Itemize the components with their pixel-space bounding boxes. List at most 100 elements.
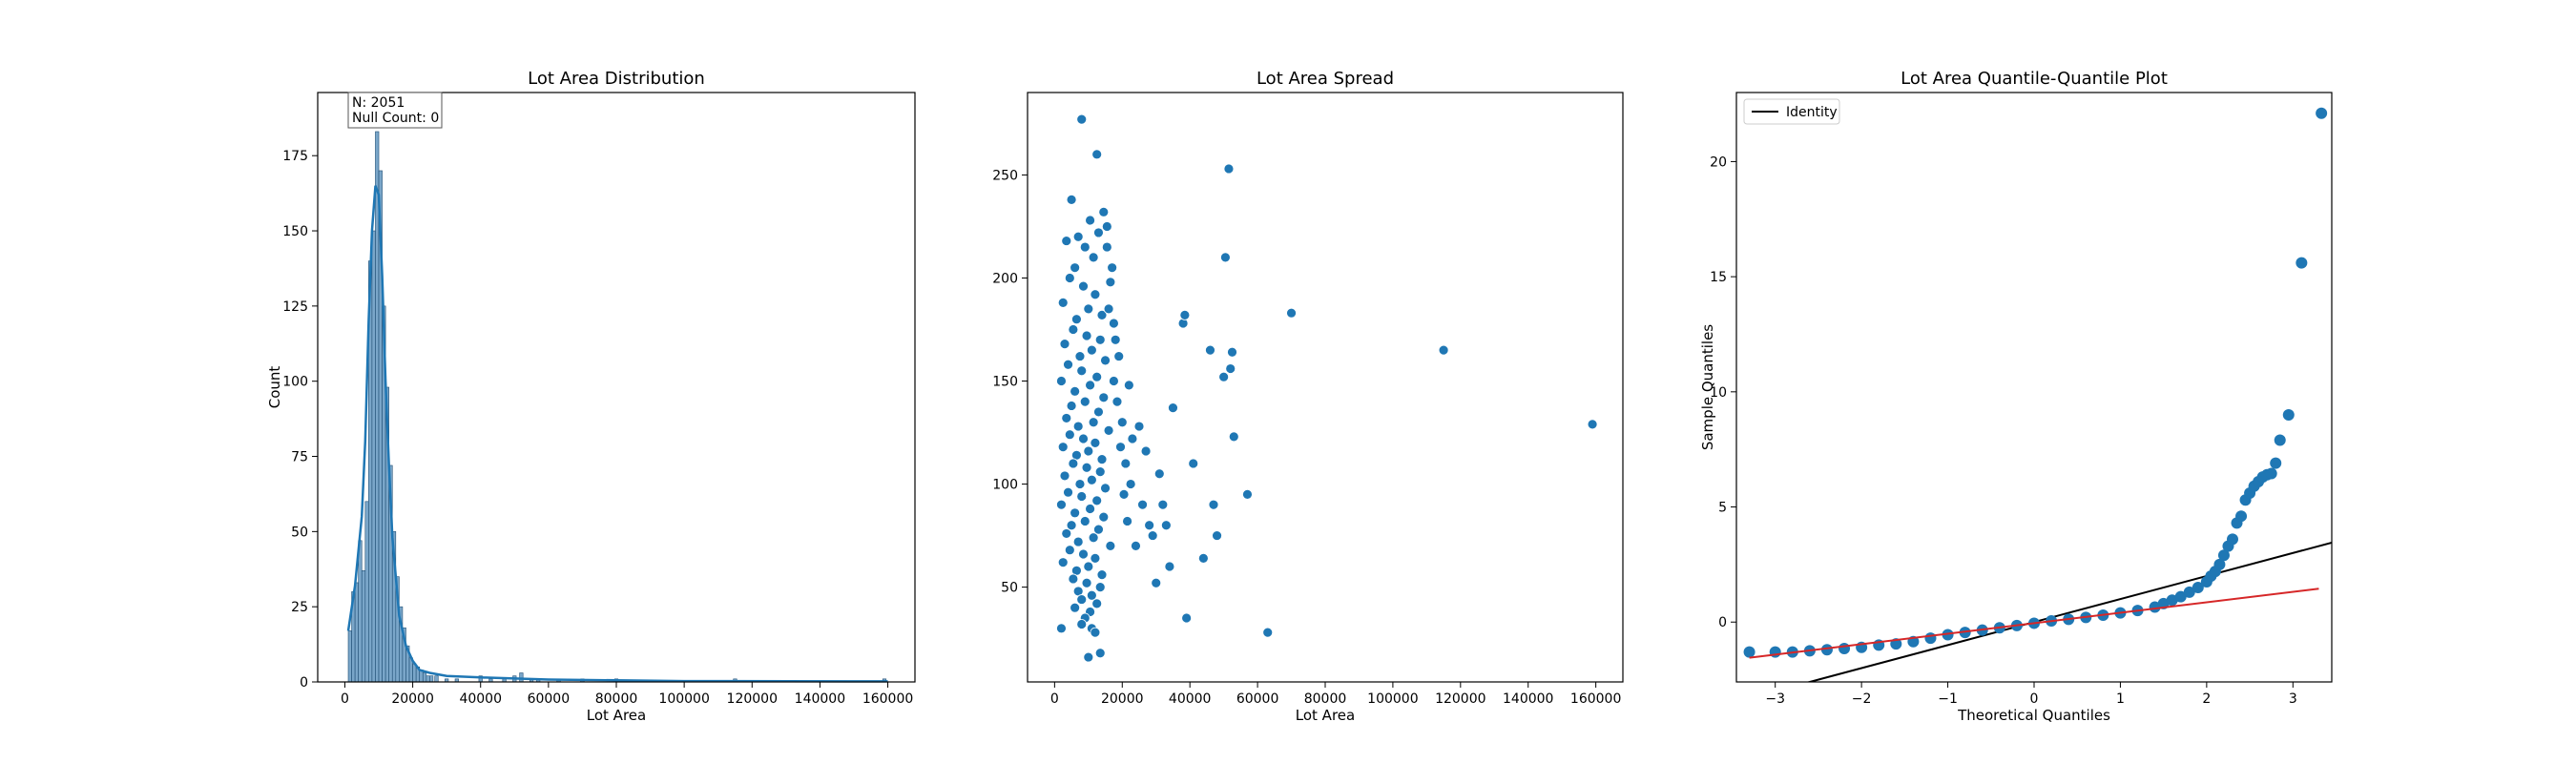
x-tick-label: 120000 (727, 691, 778, 707)
qq-y-label: Sample Quantiles (1699, 324, 1716, 450)
spread-points (1056, 113, 1598, 663)
spread-point (1088, 532, 1099, 544)
spread-point (1083, 303, 1094, 315)
spread-point (1078, 548, 1089, 560)
spread-point (1056, 376, 1067, 386)
x-tick-label: 0 (1050, 691, 1059, 707)
spread-point (1070, 262, 1081, 274)
spread-point (1123, 380, 1134, 391)
spread-point (1093, 524, 1104, 535)
x-tick-label: 0 (2030, 691, 2039, 707)
y-tick-label: 25 (291, 600, 308, 615)
spread-point (1088, 252, 1099, 263)
spread-point (1076, 365, 1088, 377)
spread-x-ticks: 0 20000 40000 60000 80000 100000 120000 140000 1… (1050, 682, 1621, 707)
y-tick-label: 0 (300, 675, 308, 691)
x-tick-label: 160000 (862, 691, 913, 707)
annotation-count: N: 2051 (352, 95, 405, 111)
spread-point (1061, 413, 1072, 423)
spread-point (1090, 289, 1101, 300)
spread-point (1064, 545, 1075, 556)
histogram-bar (519, 672, 524, 683)
histogram-bar (434, 675, 439, 683)
spread-point (1118, 488, 1130, 500)
spread-point (1056, 499, 1067, 510)
qq-point (2282, 408, 2295, 421)
spread-point (1091, 149, 1103, 160)
spread-point (1147, 530, 1158, 541)
spread-point (1072, 421, 1084, 432)
qq-point (2265, 467, 2277, 480)
spread-point (1218, 371, 1230, 382)
histogram-bar (422, 672, 427, 683)
spread-point (1079, 241, 1091, 253)
spread-point (1164, 561, 1175, 572)
y-tick-label: 10 (1710, 385, 1727, 401)
spread-point (1438, 344, 1449, 356)
spread-point (1220, 252, 1231, 263)
spread-point (1208, 499, 1219, 510)
y-tick-label: 50 (291, 525, 308, 540)
spread-point (1094, 466, 1106, 477)
spread-point (1151, 577, 1162, 588)
y-tick-label: 100 (282, 375, 308, 390)
y-tick-label: 15 (1710, 270, 1727, 285)
x-tick-label: 80000 (595, 691, 638, 707)
spread-point (1059, 470, 1070, 482)
spread-panel: Lot Area Spread 0 20000 40000 60000 80000 100… (992, 69, 1624, 724)
qq-points (1743, 107, 2328, 658)
y-tick-label: 250 (992, 168, 1018, 183)
spread-point (1125, 479, 1136, 489)
spread-point (1133, 421, 1145, 432)
spread-point (1056, 623, 1067, 634)
qq-frame (1735, 92, 2333, 683)
spread-point (1085, 504, 1095, 514)
spread-point (1262, 627, 1274, 638)
legend-identity-label: Identity (1786, 105, 1838, 120)
qq-point (2183, 586, 2195, 598)
x-tick-label: 0 (341, 691, 349, 707)
spread-point (1096, 309, 1108, 320)
spread-point (1168, 402, 1178, 414)
histogram-kde-line (346, 185, 888, 683)
spread-point (1197, 552, 1209, 564)
histogram-bar (354, 582, 359, 683)
spread-point (1157, 499, 1169, 510)
qq-fit-line (1749, 588, 2319, 659)
histogram-bar (358, 540, 363, 683)
spread-point (1061, 528, 1072, 539)
qq-point (2174, 590, 2187, 603)
histogram-y-ticks: 0 25 50 75 100 125 150 175 (282, 149, 318, 691)
x-tick-label: 60000 (528, 691, 571, 707)
spread-point (1096, 569, 1108, 581)
spread-point (1587, 419, 1598, 430)
spread-point (1090, 627, 1101, 638)
spread-point (1063, 359, 1073, 370)
spread-point (1098, 206, 1110, 217)
histogram-bar (426, 675, 430, 683)
spread-point (1081, 577, 1092, 588)
spread-point (1100, 355, 1111, 366)
spread-point (1120, 458, 1132, 469)
spread-point (1083, 561, 1094, 572)
spread-point (1057, 442, 1069, 453)
spread-point (1131, 540, 1141, 551)
spread-point (1225, 363, 1236, 374)
spread-point (1111, 396, 1123, 407)
spread-point (1064, 273, 1075, 283)
qq-point (2274, 434, 2286, 446)
spread-point (1109, 376, 1119, 386)
spread-point (1066, 194, 1077, 205)
y-tick-label: 20 (1710, 155, 1727, 170)
histogram-title: Lot Area Distribution (528, 69, 705, 89)
y-tick-label: 175 (282, 149, 308, 164)
qq-point (2296, 257, 2308, 269)
spread-point (1061, 236, 1072, 246)
spread-point (1094, 582, 1106, 593)
spread-point (1188, 458, 1199, 469)
qq-point (1839, 642, 1851, 654)
qq-point (1820, 644, 1833, 656)
spread-point (1066, 401, 1077, 411)
x-tick-label: 20000 (391, 691, 434, 707)
spread-point (1100, 483, 1111, 494)
